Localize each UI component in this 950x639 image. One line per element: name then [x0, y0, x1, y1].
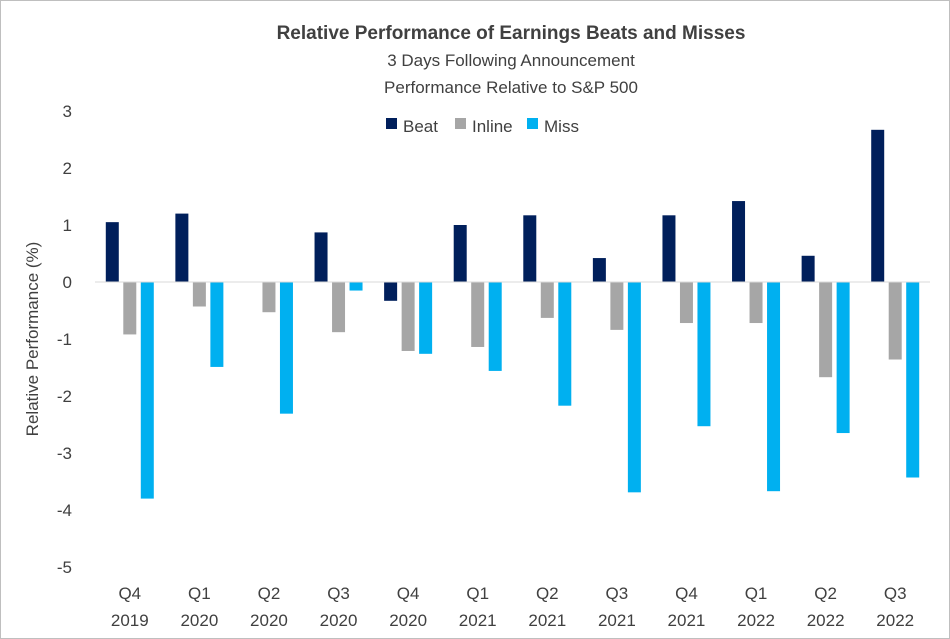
bar-miss: [627, 282, 641, 493]
bar-miss: [767, 282, 781, 492]
y-tick-label: -5: [57, 558, 72, 577]
x-tick-label: Q3: [606, 584, 629, 603]
x-tick-label: Q2: [258, 584, 281, 603]
y-axis-ticks: 3 2 1 0 -1 -2 -3 -4 -5: [57, 102, 72, 577]
chart-subtitle-line-1: 3 Days Following Announcement: [387, 51, 635, 70]
bar-miss: [210, 282, 224, 367]
x-tick-label: Q1: [745, 584, 768, 603]
x-tick-label: 2022: [876, 611, 914, 630]
bar-miss: [558, 282, 572, 406]
bar-miss: [488, 282, 502, 371]
y-axis-label: Relative Performance (%): [23, 242, 42, 437]
legend-swatch-inline: [455, 118, 466, 129]
x-tick-label: 2021: [459, 611, 497, 630]
x-tick-label: 2020: [180, 611, 218, 630]
bar-beat: [175, 213, 189, 282]
x-tick-label: Q1: [188, 584, 211, 603]
bar-beat: [592, 258, 606, 282]
bar-beat: [523, 215, 537, 282]
y-tick-label: 2: [63, 159, 72, 178]
bar-inline: [610, 282, 624, 330]
bar-miss: [349, 282, 363, 291]
bar-inline: [401, 282, 415, 351]
bar-inline: [540, 282, 554, 318]
x-tick-label: 2021: [668, 611, 706, 630]
bar-miss: [279, 282, 293, 414]
chart-title: Relative Performance of Earnings Beats a…: [277, 23, 746, 44]
y-tick-label: 1: [63, 216, 72, 235]
bars: [105, 129, 920, 499]
y-tick-label: -4: [57, 501, 72, 520]
x-tick-label: 2021: [528, 611, 566, 630]
bar-inline: [192, 282, 206, 307]
x-tick-label: Q4: [397, 584, 420, 603]
bar-beat: [871, 129, 885, 282]
legend-swatch-beat: [386, 118, 397, 129]
y-tick-label: -2: [57, 387, 72, 406]
legend-label-inline: Inline: [472, 117, 513, 136]
bar-beat: [801, 255, 815, 282]
bar-beat: [662, 215, 676, 282]
bar-inline: [471, 282, 485, 347]
bar-miss: [697, 282, 711, 427]
legend-swatch-miss: [527, 118, 538, 129]
bar-inline: [679, 282, 693, 324]
bar-inline: [332, 282, 346, 333]
y-tick-label: 3: [63, 102, 72, 121]
x-tick-label: Q4: [675, 584, 698, 603]
bar-inline: [262, 282, 276, 313]
bar-miss: [140, 282, 154, 499]
bar-miss: [419, 282, 433, 354]
x-tick-label: 2019: [111, 611, 149, 630]
x-tick-label: Q3: [327, 584, 350, 603]
bar-miss: [906, 282, 920, 478]
bar-beat: [732, 201, 746, 282]
bar-inline: [749, 282, 763, 324]
legend-label-beat: Beat: [403, 117, 438, 136]
x-tick-label: Q4: [118, 584, 141, 603]
bar-beat: [453, 225, 467, 282]
x-tick-label: 2020: [250, 611, 288, 630]
legend-label-miss: Miss: [544, 117, 579, 136]
legend: Beat Inline Miss: [386, 117, 579, 136]
bar-beat: [384, 282, 398, 301]
bar-inline: [819, 282, 833, 378]
y-tick-label: -1: [57, 330, 72, 349]
bar-inline: [888, 282, 902, 360]
y-tick-label: -3: [57, 444, 72, 463]
x-axis-ticks: Q4 2019 Q1 2020 Q2 2020 Q3 2020 Q4 2020 Q1 2021 Q2 20…: [111, 584, 914, 630]
x-tick-label: Q1: [466, 584, 489, 603]
x-tick-label: 2020: [320, 611, 358, 630]
bar-beat: [105, 222, 119, 282]
chart-subtitle-line-2: Performance Relative to S&P 500: [384, 78, 638, 97]
x-tick-label: Q2: [814, 584, 837, 603]
x-tick-label: Q2: [536, 584, 559, 603]
x-tick-label: 2020: [389, 611, 427, 630]
y-tick-label: 0: [63, 273, 72, 292]
x-tick-label: 2021: [598, 611, 636, 630]
bar-inline: [123, 282, 137, 335]
x-tick-label: 2022: [807, 611, 845, 630]
bar-beat: [314, 232, 328, 282]
bar-miss: [836, 282, 850, 434]
x-tick-label: Q3: [884, 584, 907, 603]
x-tick-label: 2022: [737, 611, 775, 630]
